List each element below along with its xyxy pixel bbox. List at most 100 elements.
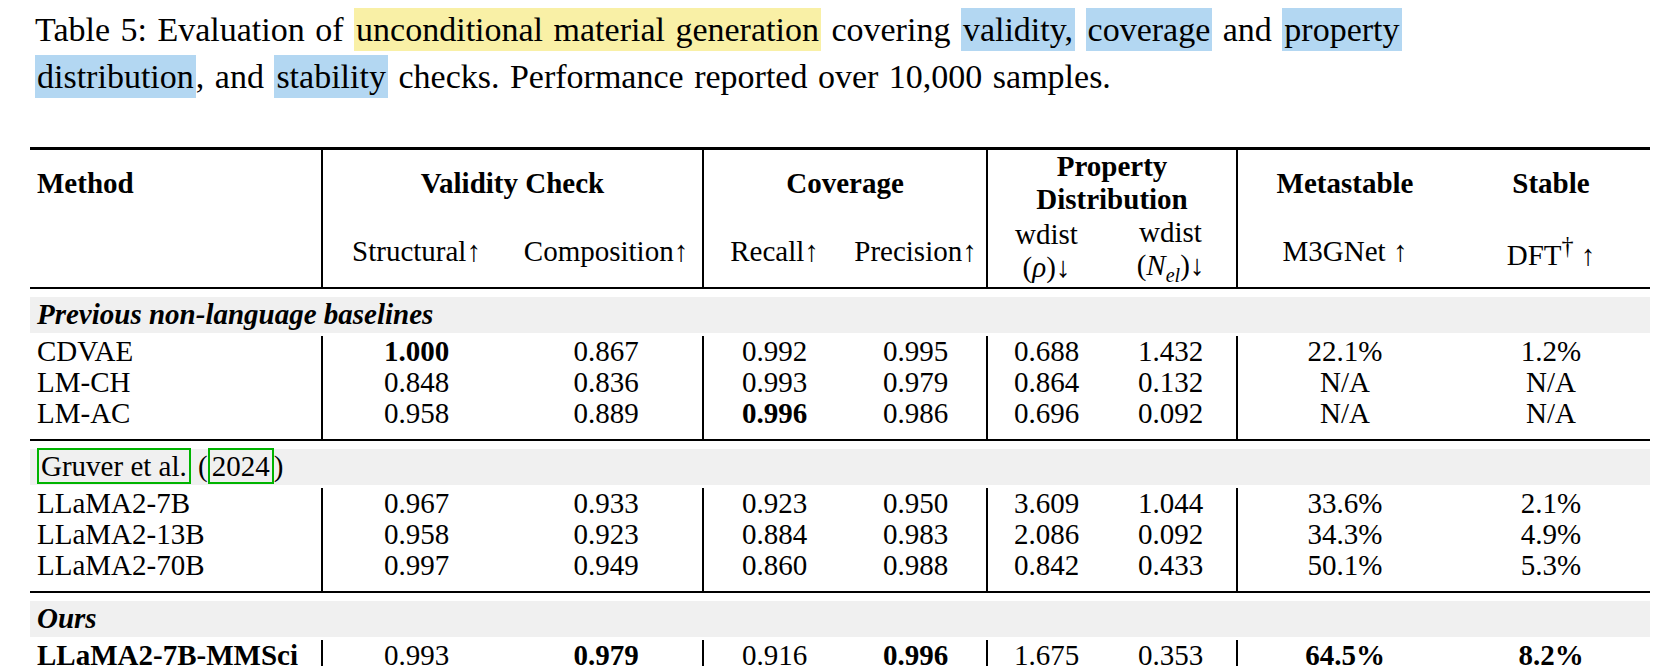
cell-precision: 0.986	[845, 398, 987, 440]
cell-m3gnet: 33.6%	[1237, 488, 1452, 519]
cell-structural: 0.967	[322, 488, 510, 519]
highlight-yellow-unconditional: unconditional material generation	[354, 8, 821, 51]
highlight-blue-property: property	[1282, 8, 1401, 51]
section-label: Ours	[30, 601, 1650, 637]
cell-wdist-nel: 0.132	[1105, 367, 1237, 398]
cell-precision: 0.979	[845, 367, 987, 398]
highlight-blue-distribution: distribution	[35, 55, 196, 98]
caption-text: checks. Performance reported over 10,000…	[388, 58, 1111, 95]
caption-text: Table 5: Evaluation of	[35, 11, 354, 48]
col-group-property-distribution: Property Distribution	[987, 149, 1237, 217]
cell-dft: N/A	[1452, 398, 1650, 440]
cell-m3gnet: N/A	[1237, 367, 1452, 398]
cell-dft: 4.9%	[1452, 519, 1650, 550]
highlight-blue-validity: validity,	[961, 8, 1075, 51]
highlight-blue-coverage: coverage	[1086, 8, 1213, 51]
header-row-groups: Method Validity Check Coverage Property …	[30, 149, 1650, 217]
row-llama2-7b: LLaMA2-7B 0.967 0.933 0.923 0.950 3.609 …	[30, 488, 1650, 519]
cell-recall: 0.993	[703, 367, 845, 398]
col-subheader-empty	[30, 216, 322, 288]
cell-composition: 0.889	[510, 398, 703, 440]
cell-recall: 0.992	[703, 336, 845, 367]
cell-dft: 5.3%	[1452, 550, 1650, 592]
highlight-blue-stability: stability	[274, 55, 388, 98]
cell-precision: 0.950	[845, 488, 987, 519]
cell-m3gnet: 64.5%	[1237, 640, 1452, 666]
cell-structural: 0.993	[322, 640, 510, 666]
cell-m3gnet: N/A	[1237, 398, 1452, 440]
cell-wdist-nel: 0.433	[1105, 550, 1237, 592]
col-group-coverage: Coverage	[703, 149, 987, 217]
col-subheader-wdist-nel: wdist (Nel)↓	[1105, 216, 1237, 288]
col-group-stable: Stable	[1452, 149, 1650, 217]
cell-wdist-rho: 2.086	[987, 519, 1105, 550]
cell-wdist-rho: 0.696	[987, 398, 1105, 440]
caption-text	[1075, 11, 1086, 48]
cell-recall: 0.916	[703, 640, 845, 666]
paper-page: Table 5: Evaluation of unconditional mat…	[0, 0, 1674, 666]
caption-text: and	[1212, 11, 1282, 48]
col-subheader-precision: Precision↑	[845, 216, 987, 288]
col-subheader-wdist-rho: wdist (ρ)↓	[987, 216, 1105, 288]
section-label: Gruver et al. (2024)	[30, 449, 1650, 485]
cell-m3gnet: 34.3%	[1237, 519, 1452, 550]
cell-wdist-nel: 0.092	[1105, 519, 1237, 550]
cell-structural: 0.997	[322, 550, 510, 592]
cell-composition: 0.933	[510, 488, 703, 519]
citation-year-link[interactable]: 2024	[208, 448, 274, 484]
cell-precision: 0.988	[845, 550, 987, 592]
cell-wdist-rho: 0.864	[987, 367, 1105, 398]
method-cell: LLaMA2-7B-MMSci	[30, 640, 322, 666]
section-label: Previous non-language baselines	[30, 297, 1650, 333]
cell-structural: 1.000	[322, 336, 510, 367]
caption-text: covering	[821, 11, 961, 48]
cell-composition: 0.979	[510, 640, 703, 666]
section-header-gruver: Gruver et al. (2024)	[30, 440, 1650, 488]
row-cdvae: CDVAE 1.000 0.867 0.992 0.995 0.688 1.43…	[30, 336, 1650, 367]
caption-text: , and	[196, 58, 275, 95]
cell-composition: 0.949	[510, 550, 703, 592]
cell-dft: N/A	[1452, 367, 1650, 398]
cell-dft: 8.2%	[1452, 640, 1650, 666]
section-header-baselines: Previous non-language baselines	[30, 288, 1650, 336]
cell-dft: 2.1%	[1452, 488, 1650, 519]
cell-recall: 0.884	[703, 519, 845, 550]
cell-wdist-rho: 3.609	[987, 488, 1105, 519]
cell-wdist-nel: 0.353	[1105, 640, 1237, 666]
col-group-metastable: Metastable	[1237, 149, 1452, 217]
method-cell: LLaMA2-70B	[30, 550, 322, 592]
row-llama2-13b: LLaMA2-13B 0.958 0.923 0.884 0.983 2.086…	[30, 519, 1650, 550]
cell-structural: 0.848	[322, 367, 510, 398]
cell-composition: 0.923	[510, 519, 703, 550]
cell-precision: 0.983	[845, 519, 987, 550]
cell-wdist-nel: 1.432	[1105, 336, 1237, 367]
cell-wdist-rho: 0.688	[987, 336, 1105, 367]
results-table: Method Validity Check Coverage Property …	[30, 147, 1650, 666]
cell-recall: 0.923	[703, 488, 845, 519]
method-cell: CDVAE	[30, 336, 322, 367]
cell-composition: 0.867	[510, 336, 703, 367]
row-llama2-7b-mmsci: LLaMA2-7B-MMSci 0.993 0.979 0.916 0.996 …	[30, 640, 1650, 666]
row-lm-ch: LM-CH 0.848 0.836 0.993 0.979 0.864 0.13…	[30, 367, 1650, 398]
method-cell: LM-CH	[30, 367, 322, 398]
cell-composition: 0.836	[510, 367, 703, 398]
section-header-ours: Ours	[30, 592, 1650, 640]
method-cell: LLaMA2-13B	[30, 519, 322, 550]
cell-m3gnet: 50.1%	[1237, 550, 1452, 592]
cell-wdist-rho: 1.675	[987, 640, 1105, 666]
cell-recall: 0.860	[703, 550, 845, 592]
col-subheader-structural: Structural↑	[322, 216, 510, 288]
col-subheader-composition: Composition↑	[510, 216, 703, 288]
citation-link[interactable]: Gruver et al.	[37, 448, 191, 484]
method-cell: LM-AC	[30, 398, 322, 440]
cell-structural: 0.958	[322, 519, 510, 550]
cell-structural: 0.958	[322, 398, 510, 440]
row-llama2-70b: LLaMA2-70B 0.997 0.949 0.860 0.988 0.842…	[30, 550, 1650, 592]
header-row-metrics: Structural↑ Composition↑ Recall↑ Precisi…	[30, 216, 1650, 288]
cell-m3gnet: 22.1%	[1237, 336, 1452, 367]
cell-wdist-rho: 0.842	[987, 550, 1105, 592]
cell-recall: 0.996	[703, 398, 845, 440]
cell-wdist-nel: 0.092	[1105, 398, 1237, 440]
col-group-validity-check: Validity Check	[322, 149, 703, 217]
col-subheader-m3gnet: M3GNet ↑	[1237, 216, 1452, 288]
